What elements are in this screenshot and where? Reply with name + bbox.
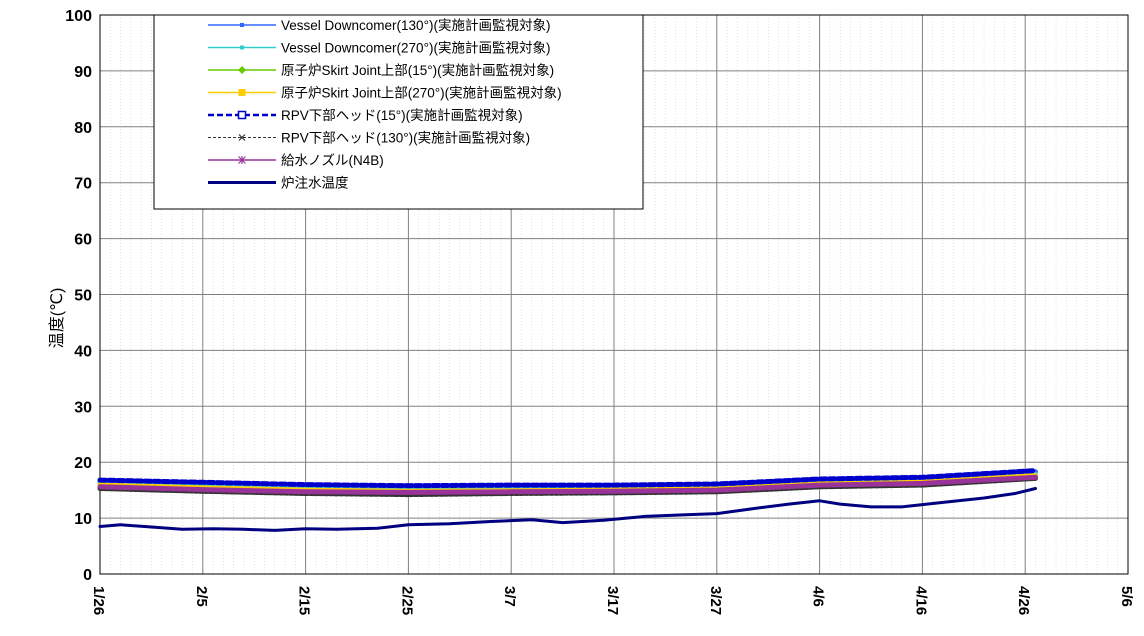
- x-tick-label: 3/27: [707, 586, 724, 615]
- x-tick-label: 2/5: [193, 586, 210, 607]
- legend-label: Vessel Downcomer(130°)(実施計画監視対象): [281, 17, 550, 33]
- y-axis-label: 温度(℃): [48, 288, 66, 349]
- y-tick-label: 40: [74, 343, 92, 360]
- legend-label: 原子炉Skirt Joint上部(270°)(実施計画監視対象): [281, 85, 562, 101]
- x-tick-label: 1/26: [90, 586, 107, 615]
- legend-label: RPV下部ヘッド(15°)(実施計画監視対象): [281, 107, 523, 123]
- legend: Vessel Downcomer(130°)(実施計画監視対象) Vessel D…: [153, 14, 644, 210]
- y-tick-label: 20: [74, 455, 92, 472]
- y-axis: 0 10 20 30 40 50 60 70 80 90 100: [65, 8, 92, 584]
- legend-label: 原子炉Skirt Joint上部(15°)(実施計画監視対象): [281, 62, 554, 78]
- series-marker: [238, 89, 246, 96]
- series-line: [97, 468, 1038, 489]
- y-tick-label: 50: [74, 288, 92, 305]
- y-tick-label: 60: [74, 232, 92, 249]
- x-tick-label: 4/16: [912, 586, 929, 615]
- series-layer: [97, 468, 1038, 532]
- series-marker: [238, 156, 246, 164]
- series-marker: [240, 23, 244, 27]
- x-tick-label: 2/25: [398, 586, 415, 615]
- y-tick-label: 10: [74, 511, 92, 528]
- x-tick-label: 3/17: [604, 586, 621, 615]
- y-tick-label: 80: [74, 120, 92, 137]
- x-axis: 1/26 2/5 2/15 2/25 3/7 3/17 3/27 4/6 4/16 4/26 5/6: [90, 586, 1135, 615]
- y-tick-label: 90: [74, 64, 92, 81]
- x-tick-label: 5/6: [1118, 586, 1135, 607]
- x-tick-label: 4/6: [810, 586, 827, 607]
- series-line: [98, 487, 1037, 532]
- y-tick-label: 70: [74, 176, 92, 193]
- legend-label: 給水ノズル(N4B): [281, 153, 384, 168]
- x-tick-label: 4/26: [1015, 586, 1032, 615]
- legend-label: Vessel Downcomer(270°)(実施計画監視対象): [281, 40, 550, 56]
- x-tick-label: 3/7: [501, 586, 518, 607]
- y-tick-label: 0: [83, 567, 92, 584]
- series-marker: [238, 66, 246, 74]
- y-tick-label: 100: [65, 8, 92, 25]
- x-tick-label: 2/15: [296, 586, 313, 615]
- y-tick-label: 30: [74, 399, 92, 416]
- series-line: [97, 474, 1038, 495]
- series-marker: [240, 45, 244, 50]
- series-marker: [237, 110, 247, 120]
- legend-label: 炉注水温度: [281, 176, 349, 191]
- series-marker: [238, 134, 246, 141]
- legend-label: RPV下部ヘッド(130°)(実施計画監視対象): [281, 130, 530, 146]
